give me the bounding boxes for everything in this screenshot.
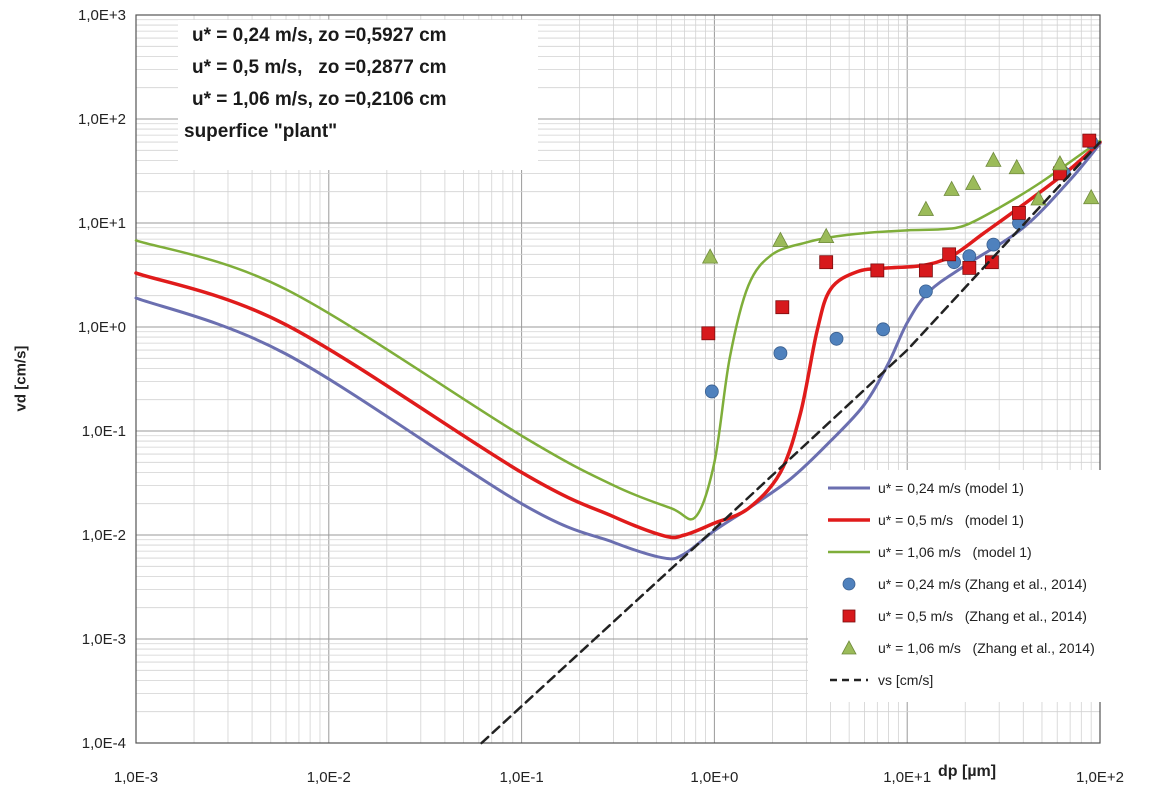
series-layer xyxy=(134,133,1102,745)
data-point-square xyxy=(985,255,999,270)
data-point-square xyxy=(775,300,790,315)
data-point-triangle xyxy=(965,174,982,190)
legend-item: u* = 0,5 m/s (model 1) xyxy=(808,510,1169,530)
x-tick-label: 1,0E+1 xyxy=(883,769,931,786)
data-point-square xyxy=(918,263,933,278)
y-tick-label: 1,0E-2 xyxy=(82,527,126,544)
data-point-circle xyxy=(962,249,977,264)
settling-velocity-line xyxy=(480,140,1102,745)
legend-item: vs [cm/s] xyxy=(808,670,1169,690)
data-point-circle xyxy=(704,384,719,399)
data-point-circle xyxy=(986,237,1001,252)
model-line-1 xyxy=(134,140,1102,540)
data-point-square xyxy=(1012,206,1026,220)
data-point-triangle xyxy=(917,200,935,216)
y-tick-label: 1,0E+3 xyxy=(78,7,126,24)
data-point-circle xyxy=(773,346,788,361)
data-point-triangle xyxy=(818,227,835,243)
x-tick-label: 1,0E-3 xyxy=(114,769,158,786)
info-line-3: u* = 1,06 m/s, zo =0,2106 cm xyxy=(192,89,447,110)
legend-item: u* = 0,24 m/s (model 1) xyxy=(808,478,1169,498)
data-point-triangle xyxy=(985,151,1002,167)
x-tick-label: 1,0E+0 xyxy=(690,769,738,786)
data-point-square xyxy=(701,326,716,341)
y-axis-label: vd [cm/s] xyxy=(12,345,30,412)
legend-symbol xyxy=(828,486,870,490)
plot-frame xyxy=(135,14,1101,744)
info-line-1: u* = 0,24 m/s, zo =0,5927 cm xyxy=(192,25,447,46)
data-point-square xyxy=(819,255,834,270)
y-tick-label: 1,0E+0 xyxy=(78,319,126,336)
legend-label: u* = 1,06 m/s (model 1) xyxy=(878,544,1032,560)
model-line-2 xyxy=(134,139,1102,521)
legend-label: u* = 0,24 m/s (model 1) xyxy=(878,480,1024,496)
data-point-circle xyxy=(918,284,933,299)
data-point-triangle xyxy=(943,180,960,196)
info-line-4: superfice "plant" xyxy=(184,121,338,142)
legend-label: u* = 0,5 m/s (model 1) xyxy=(878,512,1024,528)
info-line-2: u* = 0,5 m/s, zo =0,2877 cm xyxy=(192,57,447,78)
y-tick-label: 1,0E+1 xyxy=(78,215,126,232)
y-tick-label: 1,0E-1 xyxy=(82,423,126,440)
data-point-circle xyxy=(829,331,844,346)
x-tick-label: 1,0E+2 xyxy=(1076,769,1124,786)
legend-symbol xyxy=(828,518,870,522)
legend-label: u* = 0,24 m/s (Zhang et al., 2014) xyxy=(878,576,1087,592)
legend-symbol xyxy=(828,550,870,554)
data-point-square xyxy=(870,263,885,278)
legend-label: vs [cm/s] xyxy=(878,672,934,688)
data-point-square xyxy=(962,261,977,275)
legend-symbol xyxy=(842,609,856,623)
y-tick-label: 1,0E-4 xyxy=(82,735,126,752)
legend-label: u* = 1,06 m/s (Zhang et al., 2014) xyxy=(878,640,1095,656)
data-point-triangle xyxy=(772,231,789,247)
legend-item: u* = 0,24 m/s (Zhang et al., 2014) xyxy=(808,574,1169,594)
legend-item: u* = 0,5 m/s (Zhang et al., 2014) xyxy=(808,606,1169,626)
data-point-triangle xyxy=(1030,190,1047,206)
legend-label: u* = 0,5 m/s (Zhang et al., 2014) xyxy=(878,608,1087,624)
y-axis-ticks: 1,0E-4 1,0E-3 1,0E-2 1,0E-1 1,0E+0 1,0E+1 1,0E… xyxy=(78,7,126,752)
info-box: u* = 0,24 m/s, zo =0,5927 cm u* = 0,5 m/… xyxy=(178,20,538,170)
legend-symbol xyxy=(842,577,856,591)
data-point-triangle xyxy=(1083,188,1100,205)
data-point-square xyxy=(942,247,957,262)
legend-item: u* = 1,06 m/s (Zhang et al., 2014) xyxy=(808,638,1169,658)
x-axis-label: dp [µm] xyxy=(938,763,997,780)
legend-item: u* = 1,06 m/s (model 1) xyxy=(808,542,1169,562)
data-point-triangle xyxy=(701,248,719,264)
legend-symbol xyxy=(841,640,857,655)
x-axis-ticks: 1,0E-3 1,0E-2 1,0E-1 1,0E+0 1,0E+1 1,0E+2 xyxy=(114,769,1124,786)
x-tick-label: 1,0E-1 xyxy=(499,769,543,786)
data-point-square xyxy=(1082,133,1097,148)
data-point-circle xyxy=(876,322,891,337)
data-point-triangle xyxy=(1051,155,1069,171)
legend-symbol xyxy=(830,678,868,682)
y-tick-label: 1,0E-3 xyxy=(82,631,126,648)
y-tick-label: 1,0E+2 xyxy=(78,111,126,128)
x-tick-label: 1,0E-2 xyxy=(307,769,351,786)
data-point-triangle xyxy=(1008,158,1025,175)
legend: u* = 0,24 m/s (model 1) u* = 0,5 m/s (mo… xyxy=(808,470,1169,702)
